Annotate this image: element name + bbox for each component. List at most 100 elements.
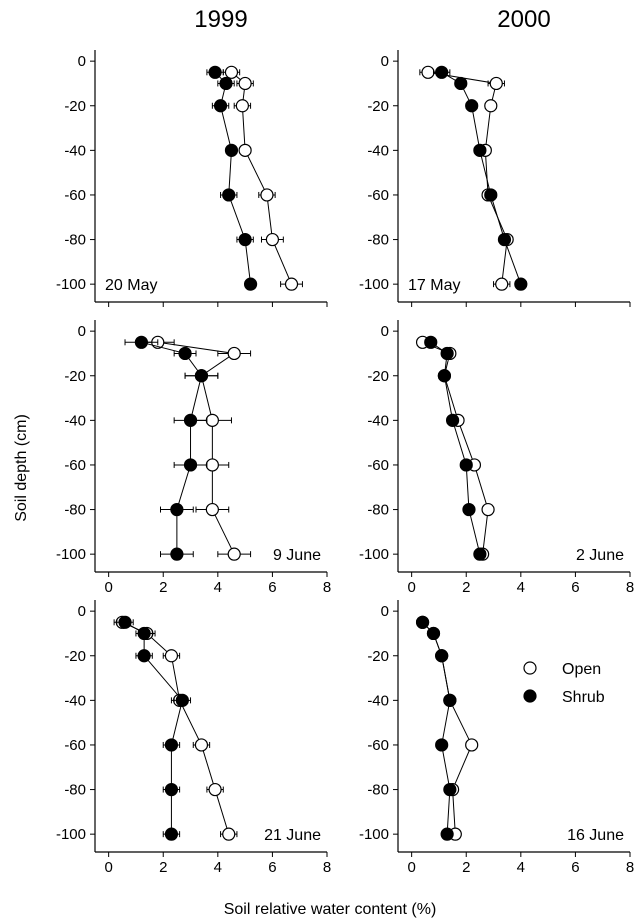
y-tick-label: -60 [64,187,86,204]
panel-date-label: 16 June [567,827,624,844]
shrub-point [440,346,454,361]
y-tick-label: -60 [64,737,86,754]
shrub-point [445,413,460,427]
panel-3: 0 -20 -40 -60 -80 -100 0 2 4 6 89 June [56,320,331,596]
y-tick-label: -80 [367,782,389,799]
y-tick-label: -60 [64,457,86,474]
x-tick-label: 2 [462,859,470,876]
shrub-point [170,502,184,517]
panel-4: 0 -20 -40 -60 -80 -100 0 2 4 6 82 June [359,320,634,596]
shrub-point [514,277,528,291]
open-point [238,76,252,91]
y-tick-label: -20 [367,368,389,385]
open-point [421,65,435,79]
x-tick-label: 0 [407,579,415,596]
y-tick-label: -100 [359,276,389,293]
series-line-open [422,341,489,555]
shrub-point [194,369,209,383]
shrub-point [213,99,228,113]
shrub-point [118,615,132,629]
shrub-point [175,693,189,707]
shrub-point [243,277,258,291]
open-point [238,143,252,157]
y-tick-label: -80 [367,502,389,519]
y-tick-label: -40 [64,692,86,709]
shrub-point [415,615,430,629]
x-axis-label: Soil relative water content (%) [224,901,437,918]
y-tick-label: -100 [56,276,86,293]
shrub-point [497,232,512,247]
shrub-point [454,76,468,91]
shrub-point [424,335,438,349]
y-tick-label: -80 [367,232,389,249]
y-tick-label: -100 [56,826,86,843]
open-point [260,188,274,202]
panels: 0 -20 -40 -60 -80 -100 20 May 0 -20 -40 -60 -80 -100… [56,50,634,876]
x-tick-label: 8 [323,859,331,876]
y-tick-label: -20 [64,648,86,665]
shrub-point [435,738,449,752]
y-tick-label: -20 [367,98,389,115]
panel-5: 0 -20 -40 -60 -80 -100 0 2 4 6 821 June [56,600,331,876]
open-point [194,738,209,752]
open-point [205,458,219,472]
shrub-point [170,547,184,561]
open-point [481,502,495,517]
y-tick-label: -20 [64,98,86,115]
x-tick-label: 6 [571,579,579,596]
y-tick-label: -40 [367,412,389,429]
shrub-point [219,76,233,91]
shrub-point [473,143,487,157]
open-point [205,413,219,427]
y-tick-label: -100 [359,546,389,563]
y-tick-label: -60 [367,737,389,754]
shrub-point [137,626,151,641]
y-tick-label: -20 [367,648,389,665]
panel-6: 0 -20 -40 -60 -80 -100 0 2 4 6 816 June [359,600,634,876]
shrub-point [426,626,441,641]
series-line-shrub [441,71,522,285]
panel-2: 0 -20 -40 -60 -80 -100 17 May [359,50,631,307]
x-tick-label: 0 [104,859,112,876]
x-tick-label: 2 [462,579,470,596]
shrub-point [164,827,179,841]
open-point [484,99,498,113]
legend-open-label: Open [562,661,601,678]
x-tick-label: 8 [626,579,634,596]
y-tick-label: 0 [381,53,389,70]
open-point [465,738,479,752]
panel-date-label: 17 May [408,277,460,294]
y-tick-label: -40 [367,692,389,709]
y-axis-label: Soil depth (cm) [13,414,30,522]
open-point [205,502,219,517]
shrub-point [134,335,148,349]
y-tick-label: -40 [64,412,86,429]
shrub-point [443,782,457,797]
panel-1: 0 -20 -40 -60 -80 -100 20 May [56,50,328,307]
series-line-shrub [141,341,202,555]
shrub-point [443,693,457,707]
shrub-point [473,547,487,561]
x-tick-label: 8 [626,859,634,876]
y-tick-label: -20 [64,368,86,385]
legend: Open Shrub [523,661,605,706]
y-tick-label: 0 [381,323,389,340]
panel-date-label: 2 June [576,547,624,564]
open-point [164,649,179,663]
open-point [224,65,239,79]
shrub-point [178,346,192,361]
y-tick-label: 0 [381,603,389,620]
x-tick-label: 0 [407,859,415,876]
shrub-point [183,458,198,472]
panel-date-label: 9 June [273,547,321,564]
open-point [227,547,241,561]
y-tick-label: -80 [64,782,86,799]
shrub-point [440,827,454,841]
shrub-point [484,188,498,202]
shrub-point [183,413,198,427]
shrub-point [459,458,473,472]
y-tick-label: -80 [64,232,86,249]
shrub-point [238,232,252,247]
legend-shrub-label: Shrub [562,689,605,706]
